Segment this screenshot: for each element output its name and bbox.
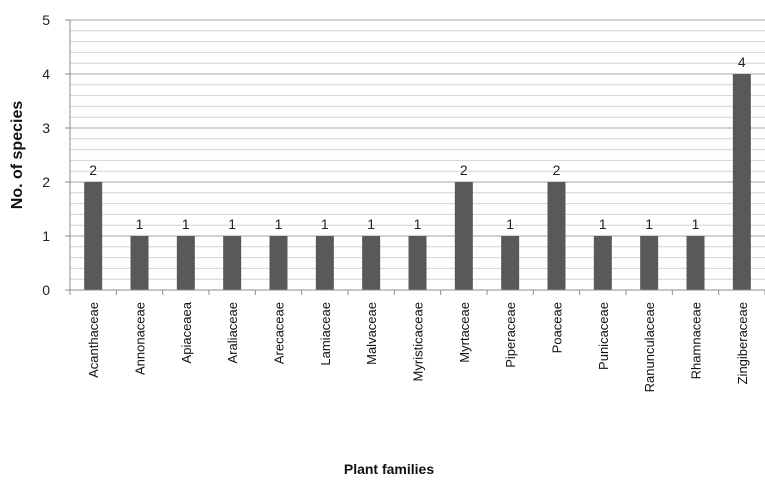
x-tick-label: Punicaceae: [596, 302, 611, 370]
x-tick-label: Apiaceaea: [179, 301, 194, 363]
x-tick-labels: Acanthaceae Annonaceae Apiaceaea Araliaceae…: [86, 301, 750, 392]
bar-rhamnaceae: [686, 236, 705, 290]
x-tick-label: Annonaceae: [133, 302, 148, 375]
y-tick-label: 3: [42, 120, 50, 136]
data-label: 1: [228, 216, 236, 232]
x-tick-label: Myristicaceae: [411, 302, 426, 381]
data-label: 1: [692, 216, 700, 232]
x-tick-label: Ranunculaceae: [642, 302, 657, 392]
bar-poaceae: [547, 182, 566, 290]
bar-malvaceae: [362, 236, 381, 290]
x-tick-label: Poaceae: [550, 302, 565, 353]
data-label: 1: [275, 216, 283, 232]
bar-acanthaceae: [84, 182, 103, 290]
data-label: 1: [182, 216, 190, 232]
x-tick-label: Lamiaceae: [318, 302, 333, 366]
x-tick-label: Arecaceae: [272, 302, 287, 364]
bar-annonaceae: [130, 236, 149, 290]
y-tick-label: 2: [42, 174, 50, 190]
bar-ranunculaceae: [640, 236, 659, 290]
y-tick-label: 5: [42, 12, 50, 28]
data-label: 1: [506, 216, 514, 232]
x-tick-label: Malvaceae: [364, 302, 379, 365]
bar-piperaceae: [501, 236, 520, 290]
data-label: 1: [599, 216, 607, 232]
bar-myristicaceae: [408, 236, 427, 290]
y-tick-label: 4: [42, 66, 50, 82]
data-label: 1: [414, 216, 422, 232]
x-tick-label: Acanthaceae: [86, 302, 101, 378]
data-label: 1: [367, 216, 375, 232]
x-tick-label: Araliaceae: [225, 302, 240, 363]
bar-lamiaceae: [315, 236, 334, 290]
y-tick-labels: 0 1 2 3 4 5: [42, 12, 50, 298]
data-label: 2: [89, 162, 97, 178]
bar-myrtaceae: [454, 182, 473, 290]
data-label: 1: [136, 216, 144, 232]
data-labels: 2 1 1 1 1 1 1 1 2 1 2 1 1 1 4: [89, 54, 746, 232]
data-label: 1: [321, 216, 329, 232]
data-label: 2: [460, 162, 468, 178]
x-axis-title: Plant families: [344, 461, 434, 477]
axes: [65, 19, 765, 295]
x-tick-label: Myrtaceae: [457, 302, 472, 363]
bars: [84, 74, 751, 290]
bar-punicaceae: [593, 236, 612, 290]
data-label: 2: [553, 162, 561, 178]
bar-apiaceaea: [176, 236, 195, 290]
bar-zingiberaceae: [732, 74, 751, 290]
y-axis-title: No. of species: [9, 101, 26, 210]
x-tick-label: Zingiberaceae: [735, 302, 750, 384]
bar-arecaceae: [269, 236, 288, 290]
y-tick-label: 0: [42, 282, 50, 298]
y-tick-label: 1: [42, 228, 50, 244]
x-tick-label: Rhamnaceae: [689, 302, 704, 379]
x-tick-label: Piperaceae: [503, 302, 518, 368]
data-label: 4: [738, 54, 746, 70]
bar-araliaceae: [223, 236, 242, 290]
data-label: 1: [645, 216, 653, 232]
grid-lines: [70, 19, 765, 280]
